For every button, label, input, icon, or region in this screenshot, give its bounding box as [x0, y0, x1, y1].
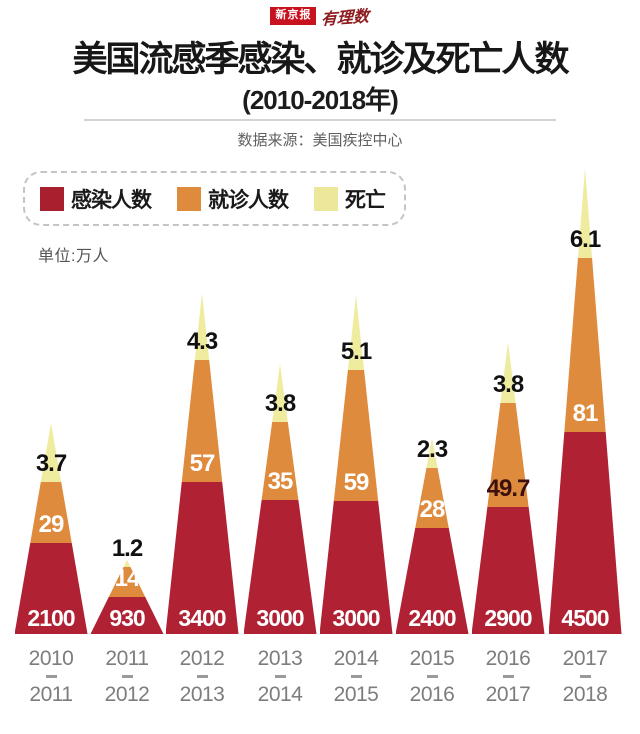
year-range-dash: [579, 675, 591, 678]
legend-item-1: 就诊人数: [177, 184, 289, 214]
death-value-label: 3.8: [492, 371, 524, 398]
visits-value-label: 57: [189, 450, 216, 477]
infection-value-label: 2400: [408, 605, 456, 631]
legend-swatch: [177, 186, 201, 211]
year-from: 2011: [105, 647, 149, 670]
infection-value-label: 930: [109, 605, 145, 631]
year-to: 2018: [562, 683, 608, 706]
legend-label: 死亡: [345, 188, 386, 212]
year-range-dash: [45, 675, 57, 678]
data-source: 数据来源：美国疾控中心: [237, 132, 403, 149]
infection-value-label: 4500: [561, 605, 609, 631]
legend-swatch: [40, 186, 64, 211]
infection-value-label: 3400: [178, 605, 226, 631]
legend: 感染人数 就诊人数 死亡: [23, 171, 406, 226]
visits-value-label: 29: [38, 511, 65, 538]
visits-value-label: 49.7: [486, 475, 531, 502]
infection-value-label: 2100: [27, 605, 75, 631]
year-from: 2016: [485, 647, 531, 670]
infection-value-label: 3000: [256, 605, 304, 631]
year-to: 2014: [257, 683, 303, 706]
infection-segment: [319, 501, 393, 634]
page-title: 美国流感季感染、就诊及死亡人数: [72, 40, 569, 79]
x-axis-label-2015-2016: 2015 2016: [382, 648, 482, 705]
year-from: 2012: [179, 647, 225, 670]
year-to: 2017: [485, 683, 531, 706]
x-axis-label-2014-2015: 2014 2015: [306, 648, 406, 705]
death-value-label: 3.7: [35, 450, 67, 477]
death-value-label: 2.3: [416, 436, 448, 463]
unit-label: 单位:万人: [38, 248, 109, 265]
x-axis-label-2011-2012: 2011 2012: [77, 648, 177, 705]
death-value-label: 5.1: [340, 338, 372, 365]
x-axis-label-2013-2014: 2013 2014: [230, 648, 330, 705]
year-range-dash: [274, 675, 286, 678]
year-from: 2014: [333, 647, 379, 670]
year-from: 2015: [409, 647, 455, 670]
infection-segment: [548, 432, 622, 634]
year-to: 2015: [333, 683, 379, 706]
year-to: 2013: [179, 683, 225, 706]
x-axis-label-2016-2017: 2016 2017: [458, 648, 558, 705]
visits-value-label: 81: [572, 400, 599, 427]
year-from: 2013: [257, 647, 303, 670]
legend-label: 感染人数: [71, 188, 152, 212]
death-value-label: 3.8: [264, 390, 296, 417]
year-range-dash: [502, 675, 514, 678]
visits-value-label: 14: [114, 565, 141, 592]
year-to: 2016: [409, 683, 455, 706]
year-range-dash: [196, 675, 208, 678]
x-axis-label-2012-2013: 2012 2013: [152, 648, 252, 705]
infection-value-label: 3000: [332, 605, 380, 631]
header-divider: [84, 119, 556, 121]
year-range-dash: [350, 675, 362, 678]
year-to: 2011: [29, 683, 73, 706]
death-value-label: 4.3: [186, 328, 218, 355]
visits-value-label: 28: [419, 496, 446, 523]
legend-label: 就诊人数: [208, 188, 289, 212]
x-axis-label-2010-2011: 2010 2011: [1, 648, 101, 705]
x-axis-label-2017-2018: 2017 2018: [535, 648, 635, 705]
year-range-dash: [426, 675, 438, 678]
legend-item-2: 死亡: [314, 184, 386, 214]
legend-swatch: [314, 186, 338, 211]
page-subtitle: (2010-2018年): [242, 85, 399, 115]
visits-value-label: 59: [343, 469, 370, 496]
year-to: 2012: [104, 683, 150, 706]
infection-value-label: 2900: [484, 605, 532, 631]
legend-item-0: 感染人数: [40, 184, 152, 214]
year-from: 2010: [28, 647, 74, 670]
death-value-label: 1.2: [111, 535, 143, 562]
brand-badge-logo: 新京报: [270, 7, 317, 25]
year-range-dash: [121, 675, 133, 678]
year-from: 2017: [562, 647, 608, 670]
visits-value-label: 35: [267, 468, 294, 495]
brand-row: 新京报 有理数: [0, 4, 640, 29]
deaths-segment: [90, 560, 164, 567]
death-value-label: 6.1: [569, 226, 601, 253]
